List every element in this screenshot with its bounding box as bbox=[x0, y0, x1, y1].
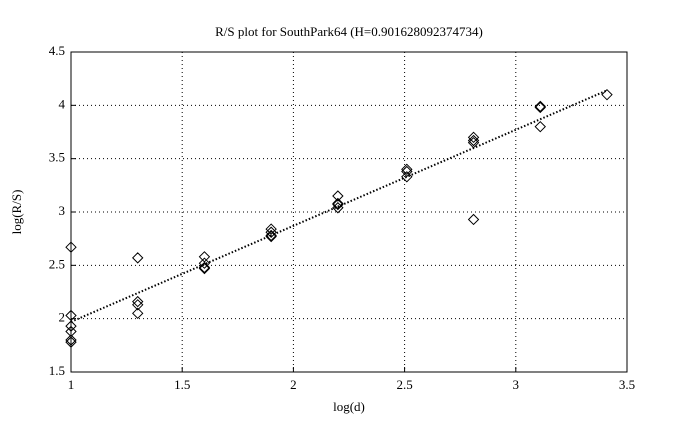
data-point bbox=[65, 334, 77, 346]
y-tick-label: 2 bbox=[59, 310, 66, 325]
y-tick-label: 1.5 bbox=[49, 363, 65, 378]
data-point bbox=[467, 213, 480, 226]
data-point bbox=[198, 262, 211, 275]
data-point bbox=[198, 257, 211, 269]
x-tick-label: 2 bbox=[290, 377, 297, 392]
data-point bbox=[198, 251, 211, 263]
y-tick-label: 4 bbox=[59, 96, 66, 111]
y-tick-label: 3.5 bbox=[49, 150, 65, 165]
data-point bbox=[534, 101, 546, 114]
data-point bbox=[132, 252, 144, 264]
x-tick-label: 3.5 bbox=[619, 377, 635, 392]
y-axis-label: log(R/S) bbox=[9, 190, 24, 235]
data-point bbox=[132, 307, 144, 320]
x-axis-label: log(d) bbox=[333, 399, 365, 414]
data-point bbox=[467, 134, 480, 147]
y-tick-label: 3 bbox=[59, 203, 66, 218]
data-point bbox=[132, 299, 144, 311]
data-point bbox=[198, 261, 211, 274]
data-point bbox=[401, 165, 413, 178]
y-tick-label: 4.5 bbox=[49, 43, 65, 58]
data-point bbox=[65, 336, 77, 348]
x-tick-label: 1 bbox=[68, 377, 75, 392]
data-point bbox=[401, 163, 413, 176]
data-point bbox=[401, 171, 413, 183]
y-tick-label: 2.5 bbox=[49, 256, 65, 271]
data-point bbox=[332, 197, 344, 210]
data-point bbox=[332, 198, 344, 211]
data-point bbox=[132, 295, 144, 308]
data-point bbox=[601, 88, 613, 101]
data-point bbox=[65, 320, 77, 332]
chart-title: R/S plot for SouthPark64 (H=0.9016280923… bbox=[215, 24, 483, 39]
data-point bbox=[332, 190, 344, 202]
x-tick-label: 2.5 bbox=[396, 377, 412, 392]
data-point bbox=[265, 223, 277, 235]
fit-line bbox=[70, 89, 608, 323]
data-point bbox=[467, 131, 480, 144]
data-point bbox=[332, 202, 344, 214]
x-tick-label: 1.5 bbox=[174, 377, 190, 392]
data-point bbox=[265, 226, 277, 238]
data-point bbox=[65, 241, 77, 253]
x-tick-label: 3 bbox=[513, 377, 520, 392]
data-point bbox=[534, 100, 546, 113]
data-point bbox=[534, 120, 546, 133]
